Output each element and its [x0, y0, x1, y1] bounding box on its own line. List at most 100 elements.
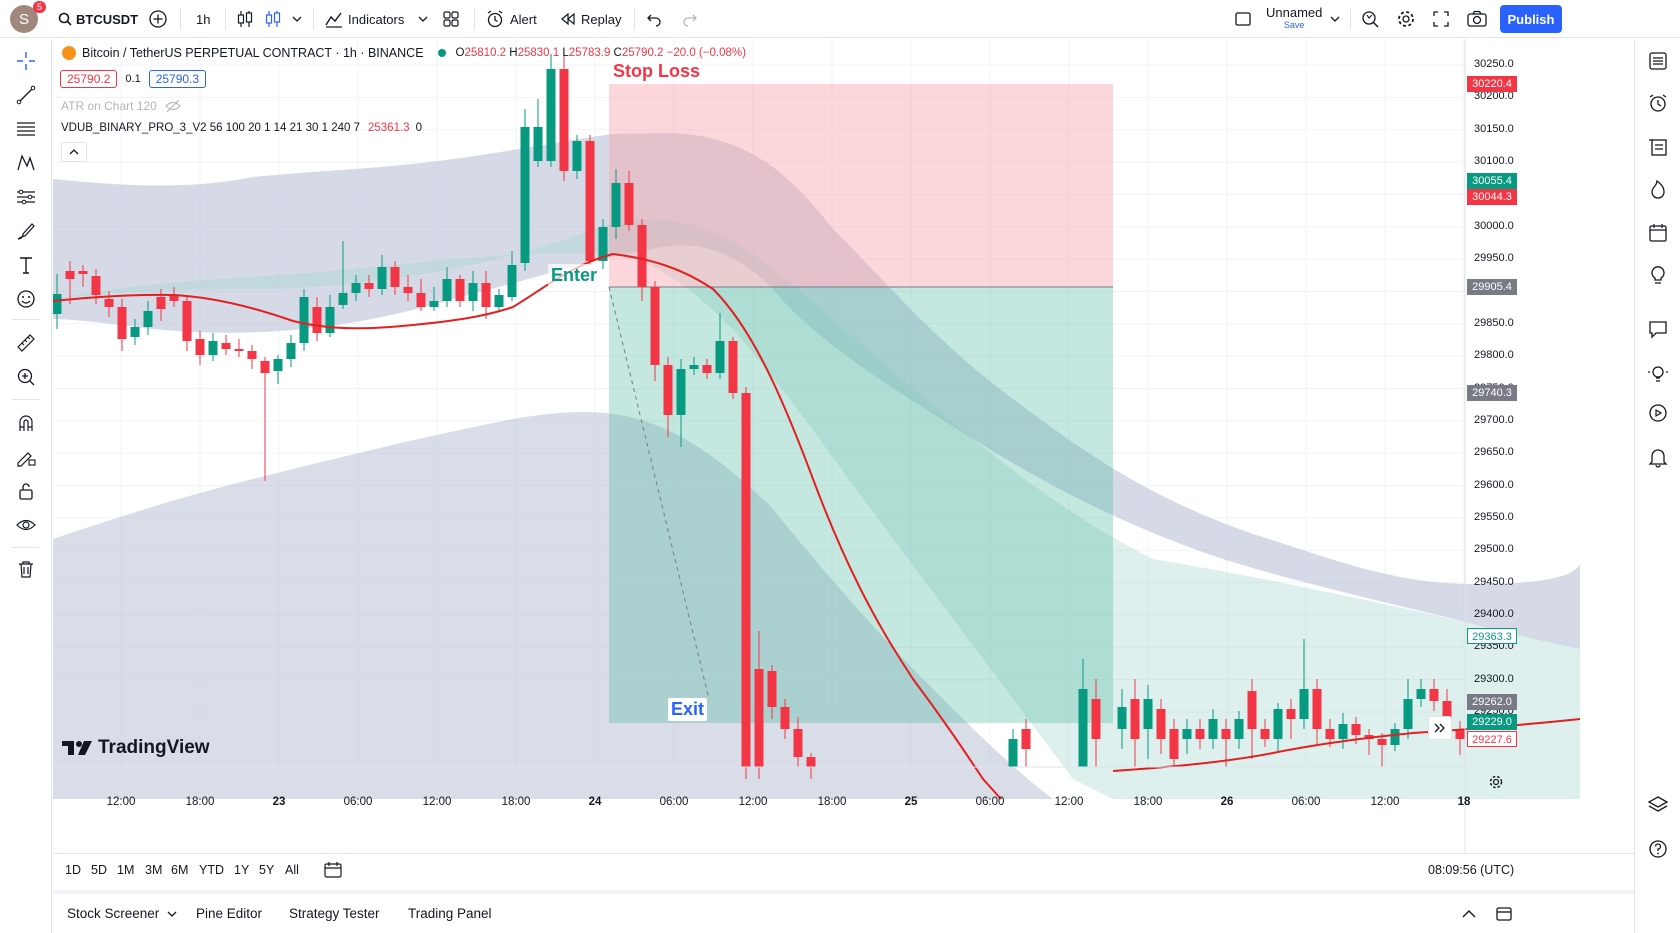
- lock-icon: [19, 483, 33, 500]
- range-5y-button[interactable]: 5Y: [259, 863, 275, 877]
- zoom-tool[interactable]: [12, 363, 40, 391]
- idea-broadcast-icon: [1648, 366, 1668, 382]
- chats-button[interactable]: [1644, 315, 1672, 343]
- candle-body: [1312, 689, 1322, 729]
- layout-dropdown[interactable]: [1330, 0, 1340, 38]
- candle-body: [1442, 701, 1452, 729]
- stay-drawing-tool[interactable]: [12, 443, 40, 471]
- hide-drawings-tool[interactable]: [12, 511, 40, 539]
- object-tree-button[interactable]: [1644, 133, 1672, 161]
- range-ytd-button[interactable]: YTD: [199, 863, 224, 877]
- emoji-tool[interactable]: [12, 285, 40, 313]
- layouts-button[interactable]: [442, 0, 460, 38]
- alerts-button[interactable]: [1644, 89, 1672, 117]
- candle-type-button[interactable]: [236, 0, 254, 38]
- symbol-search[interactable]: BTCUSDT: [58, 0, 138, 38]
- low-label: L: [562, 47, 569, 59]
- brush-tool[interactable]: [12, 217, 40, 245]
- chart-type-dropdown[interactable]: [292, 0, 302, 38]
- buy-button[interactable]: 25790.3: [148, 70, 207, 88]
- vdub-indicator-legend[interactable]: VDUB_BINARY_PRO_3_V2 56 100 20 1 14 21 3…: [61, 122, 422, 134]
- data-window-button[interactable]: [1644, 791, 1672, 819]
- expand-panel-button[interactable]: [1461, 894, 1477, 933]
- hidden-eye-icon[interactable]: [165, 99, 181, 113]
- price-chart[interactable]: [53, 39, 1634, 853]
- hotlists-button[interactable]: [1644, 175, 1672, 203]
- notifications-button[interactable]: [1644, 443, 1672, 471]
- snapshot-button[interactable]: [1466, 0, 1488, 38]
- undo-button[interactable]: [646, 0, 662, 38]
- tradingview-watermark[interactable]: TradingView: [62, 737, 210, 759]
- candle-body: [1247, 691, 1257, 729]
- range-1y-button[interactable]: 1Y: [234, 863, 250, 877]
- range-5d-button[interactable]: 5D: [91, 863, 107, 877]
- range-all-button[interactable]: All: [285, 863, 299, 877]
- publish-button[interactable]: Publish: [1500, 0, 1562, 38]
- bell-icon: [1648, 449, 1668, 468]
- indicators-dropdown[interactable]: [418, 0, 428, 38]
- compare-button[interactable]: [148, 0, 168, 38]
- layout-save-status: Save: [1283, 20, 1305, 30]
- clock-timezone[interactable]: 08:09:56 (UTC): [1428, 863, 1515, 877]
- exit-label: Exit: [668, 698, 708, 721]
- time-tick: 18:00: [185, 796, 215, 808]
- hollow-candles-icon: [265, 11, 281, 27]
- quick-search-button[interactable]: [1360, 0, 1380, 38]
- maximize-panel-button[interactable]: [1495, 894, 1513, 933]
- scale-settings-button[interactable]: [1488, 774, 1504, 795]
- tab-strategy-tester[interactable]: Strategy Tester: [289, 906, 380, 921]
- pattern-icon: [17, 154, 35, 171]
- magnet-tool[interactable]: [12, 409, 40, 437]
- range-6m-button[interactable]: 6M: [171, 863, 189, 877]
- collapse-legend-button[interactable]: [61, 142, 87, 162]
- pattern-tool[interactable]: [12, 149, 40, 177]
- go-to-date-button[interactable]: [323, 854, 343, 886]
- alert-button[interactable]: Alert: [485, 0, 537, 38]
- calendar-button[interactable]: [1644, 219, 1672, 247]
- candle-body: [104, 299, 114, 307]
- range-1d-button[interactable]: 1D: [65, 863, 81, 877]
- time-tick: 18: [1457, 796, 1471, 808]
- fib-tool[interactable]: [12, 115, 40, 143]
- streams-button[interactable]: [1644, 399, 1672, 427]
- user-avatar[interactable]: S 5: [10, 0, 46, 38]
- text-tool[interactable]: [12, 251, 40, 279]
- lock-drawings-tool[interactable]: [12, 477, 40, 505]
- range-1m-button[interactable]: 1M: [117, 863, 135, 877]
- tab-trading-panel[interactable]: Trading Panel: [408, 906, 492, 921]
- redo-button[interactable]: [682, 0, 698, 38]
- sell-button[interactable]: 25790.2: [60, 70, 118, 88]
- vdub-indicator-value: 25361.3: [368, 122, 410, 134]
- scroll-to-realtime-button[interactable]: [1428, 716, 1452, 740]
- avatar[interactable]: S 5: [10, 1, 46, 33]
- settings-button[interactable]: [1396, 0, 1416, 38]
- measure-tool[interactable]: [12, 329, 40, 357]
- tab-pine-editor[interactable]: Pine Editor: [196, 906, 263, 921]
- multi-chart-toggle[interactable]: [1234, 0, 1252, 38]
- chart-legend-main[interactable]: Bitcoin / TetherUS PERPETUAL CONTRACT · …: [62, 46, 746, 60]
- ideas-button[interactable]: [1644, 261, 1672, 289]
- remove-drawings-tool[interactable]: [12, 555, 40, 583]
- price-tick: 29700.0: [1474, 413, 1514, 426]
- watchlist-button[interactable]: [1644, 47, 1672, 75]
- trend-line-tool[interactable]: [12, 81, 40, 109]
- help-button[interactable]: [1644, 835, 1672, 863]
- candle-body: [338, 293, 348, 305]
- replay-button[interactable]: Replay: [560, 0, 621, 38]
- candle-body: [806, 757, 816, 767]
- indicators-button[interactable]: Indicators: [324, 0, 404, 38]
- tab-stock-screener[interactable]: Stock Screener: [67, 894, 177, 933]
- tips-button[interactable]: [1644, 359, 1672, 387]
- fullscreen-button[interactable]: [1432, 0, 1450, 38]
- forecasting-tool[interactable]: [12, 183, 40, 211]
- price-tag: 29905.4: [1467, 279, 1517, 295]
- atr-indicator-legend[interactable]: ATR on Chart 120: [61, 99, 181, 113]
- candle-body: [637, 225, 647, 287]
- interval-button[interactable]: 1h: [196, 11, 211, 27]
- range-3m-button[interactable]: 3M: [145, 863, 163, 877]
- spread-value: 0.1: [125, 73, 141, 85]
- hollow-candle-button[interactable]: [264, 0, 282, 38]
- price-tick: 29950.0: [1474, 252, 1514, 265]
- layout-name-button[interactable]: Unnamed Save: [1266, 0, 1322, 38]
- crosshair-tool[interactable]: [12, 47, 40, 75]
